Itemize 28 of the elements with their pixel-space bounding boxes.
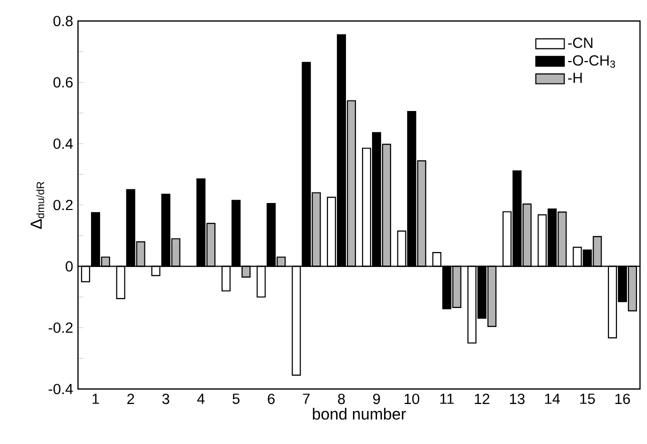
- y-tick-label: 0.2: [53, 200, 73, 210]
- y-tick-label: 0.8: [53, 16, 73, 26]
- x-tick-label: 7: [302, 394, 310, 404]
- y-tick-label: -0.2: [48, 322, 73, 333]
- y-tick-label: 0.6: [53, 77, 73, 88]
- x-tick-label: 1: [92, 394, 99, 404]
- x-tick-label: 10: [404, 394, 420, 404]
- x-tick-label: 9: [373, 394, 380, 404]
- x-axis-title: bond number: [312, 408, 406, 420]
- y-tick-label: 0.4: [53, 138, 73, 149]
- x-tick-label: 6: [268, 394, 275, 404]
- x-tick-label: 8: [338, 394, 345, 404]
- x-tick-label: 11: [440, 394, 454, 404]
- x-tick-label: 3: [162, 394, 170, 404]
- y-tick-label: 0: [66, 261, 73, 272]
- x-tick-label: 14: [545, 394, 560, 404]
- x-tick-label: 4: [197, 394, 205, 404]
- y-tick-label: -0.4: [48, 384, 73, 394]
- legend-label: -O-CH$_{3}$: [568, 55, 616, 68]
- legend-label: -CN: [568, 38, 592, 48]
- x-tick-label: 16: [615, 394, 630, 404]
- x-tick-label: 15: [580, 394, 595, 404]
- x-tick-label: 5: [232, 394, 240, 404]
- x-tick-label: 13: [510, 394, 525, 404]
- legend-label: -H: [568, 72, 582, 83]
- y-axis-title: Δ$_{dmu/dR}$: [30, 182, 44, 229]
- x-tick-label: 2: [127, 394, 134, 404]
- x-tick-label: 12: [474, 394, 490, 404]
